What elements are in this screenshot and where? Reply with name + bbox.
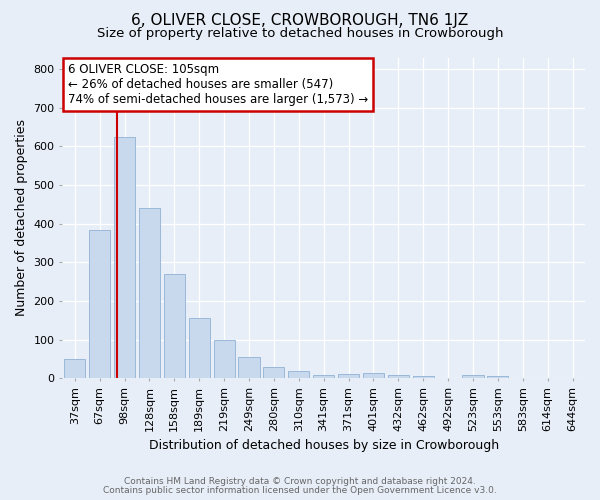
Bar: [89, 230, 110, 378]
Bar: [363, 372, 384, 378]
Text: Contains public sector information licensed under the Open Government Licence v3: Contains public sector information licen…: [103, 486, 497, 495]
Bar: [139, 208, 160, 378]
Bar: [288, 372, 310, 378]
Bar: [188, 318, 210, 378]
Text: 6 OLIVER CLOSE: 105sqm
← 26% of detached houses are smaller (547)
74% of semi-de: 6 OLIVER CLOSE: 105sqm ← 26% of detached…: [68, 63, 368, 106]
Y-axis label: Number of detached properties: Number of detached properties: [15, 120, 28, 316]
Bar: [64, 359, 85, 378]
Bar: [388, 376, 409, 378]
Bar: [238, 357, 260, 378]
Bar: [413, 376, 434, 378]
Bar: [487, 376, 508, 378]
Bar: [114, 137, 135, 378]
Text: Contains HM Land Registry data © Crown copyright and database right 2024.: Contains HM Land Registry data © Crown c…: [124, 477, 476, 486]
Bar: [463, 376, 484, 378]
Bar: [313, 374, 334, 378]
X-axis label: Distribution of detached houses by size in Crowborough: Distribution of detached houses by size …: [149, 440, 499, 452]
Text: Size of property relative to detached houses in Crowborough: Size of property relative to detached ho…: [97, 28, 503, 40]
Bar: [164, 274, 185, 378]
Bar: [214, 340, 235, 378]
Text: 6, OLIVER CLOSE, CROWBOROUGH, TN6 1JZ: 6, OLIVER CLOSE, CROWBOROUGH, TN6 1JZ: [131, 12, 469, 28]
Bar: [263, 367, 284, 378]
Bar: [338, 374, 359, 378]
